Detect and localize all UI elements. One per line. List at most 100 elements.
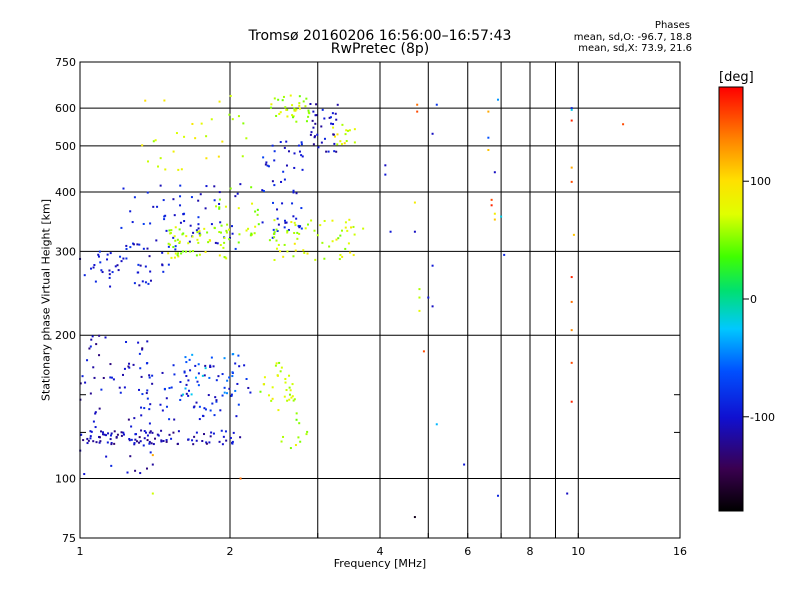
- data-point: [316, 234, 319, 237]
- data-point: [173, 418, 176, 421]
- data-point: [108, 269, 111, 272]
- data-point: [88, 347, 91, 350]
- data-point: [183, 370, 186, 373]
- data-point: [236, 382, 239, 385]
- data-point: [87, 439, 90, 442]
- data-point: [239, 436, 242, 439]
- data-point: [566, 492, 569, 495]
- data-point: [347, 129, 350, 132]
- data-point: [80, 433, 83, 436]
- data-point: [81, 375, 84, 378]
- data-point: [234, 247, 237, 250]
- data-point: [242, 122, 245, 125]
- data-point: [174, 252, 177, 255]
- data-point: [300, 143, 303, 146]
- data-point: [234, 362, 237, 365]
- data-point: [271, 180, 274, 183]
- data-point: [273, 150, 276, 153]
- data-point: [182, 250, 185, 253]
- data-point: [90, 338, 93, 341]
- data-point: [90, 430, 93, 433]
- x-tick-label: 10: [571, 545, 585, 558]
- data-point: [143, 407, 146, 410]
- data-point: [249, 234, 252, 237]
- data-point: [220, 224, 223, 227]
- data-point: [142, 444, 145, 447]
- data-point: [109, 434, 112, 437]
- y-ticks: 75 100 200 300 400 500 600 750: [55, 56, 680, 545]
- data-point: [146, 439, 149, 442]
- data-point: [123, 386, 126, 389]
- data-point: [125, 257, 128, 260]
- data-point: [98, 436, 101, 439]
- data-point: [213, 414, 216, 417]
- data-point: [323, 137, 326, 140]
- data-point: [335, 238, 338, 241]
- data-point: [128, 438, 131, 441]
- data-point: [139, 264, 142, 267]
- data-point: [219, 409, 222, 412]
- data-point: [137, 263, 140, 266]
- chart-title: Tromsø 20160206 16:56:00–16:57:43: [248, 28, 512, 44]
- data-point: [308, 112, 311, 115]
- data-point: [293, 152, 296, 155]
- data-point: [167, 252, 170, 255]
- data-point: [344, 226, 347, 229]
- data-point: [243, 364, 246, 367]
- data-point: [128, 439, 131, 442]
- x-tick-label: 16: [673, 545, 687, 558]
- data-point: [335, 118, 338, 121]
- data-point: [157, 165, 160, 168]
- data-point: [292, 255, 295, 258]
- data-point: [179, 204, 182, 207]
- data-point: [330, 122, 333, 125]
- data-point: [245, 137, 248, 140]
- data-point: [110, 432, 113, 435]
- data-point: [286, 115, 289, 118]
- data-point: [281, 202, 284, 205]
- data-point: [107, 432, 110, 435]
- data-point: [217, 375, 220, 378]
- data-point: [353, 141, 356, 144]
- data-point: [162, 439, 165, 442]
- data-point: [197, 372, 200, 375]
- data-point: [201, 374, 204, 377]
- data-point: [257, 223, 260, 226]
- data-point: [339, 234, 342, 237]
- data-point: [195, 229, 198, 232]
- data-point: [105, 455, 108, 458]
- data-point: [92, 440, 95, 443]
- data-point: [427, 296, 430, 299]
- data-point: [270, 103, 273, 106]
- data-point: [197, 384, 200, 387]
- data-point: [110, 376, 113, 379]
- data-point: [197, 227, 200, 230]
- data-point: [298, 232, 301, 235]
- data-point: [179, 221, 182, 224]
- data-point: [292, 116, 295, 119]
- data-point: [487, 136, 490, 139]
- data-point: [101, 433, 104, 436]
- data-point: [339, 140, 342, 143]
- data-point: [225, 229, 228, 232]
- data-point: [110, 441, 113, 444]
- data-point: [345, 140, 348, 143]
- data-point: [321, 108, 324, 111]
- data-point: [306, 252, 309, 255]
- data-point: [282, 95, 285, 98]
- data-point: [163, 218, 166, 221]
- data-point: [146, 389, 149, 392]
- data-point: [180, 394, 183, 397]
- data-point: [291, 114, 294, 117]
- data-point: [225, 439, 228, 442]
- data-point: [94, 412, 97, 415]
- data-point: [140, 406, 143, 409]
- data-point: [250, 232, 253, 235]
- data-point: [413, 516, 416, 519]
- data-point: [304, 227, 307, 230]
- data-point: [192, 250, 195, 253]
- data-point: [149, 403, 152, 406]
- y-tick-label: 600: [55, 102, 76, 115]
- data-point: [298, 104, 301, 107]
- data-point: [170, 437, 173, 440]
